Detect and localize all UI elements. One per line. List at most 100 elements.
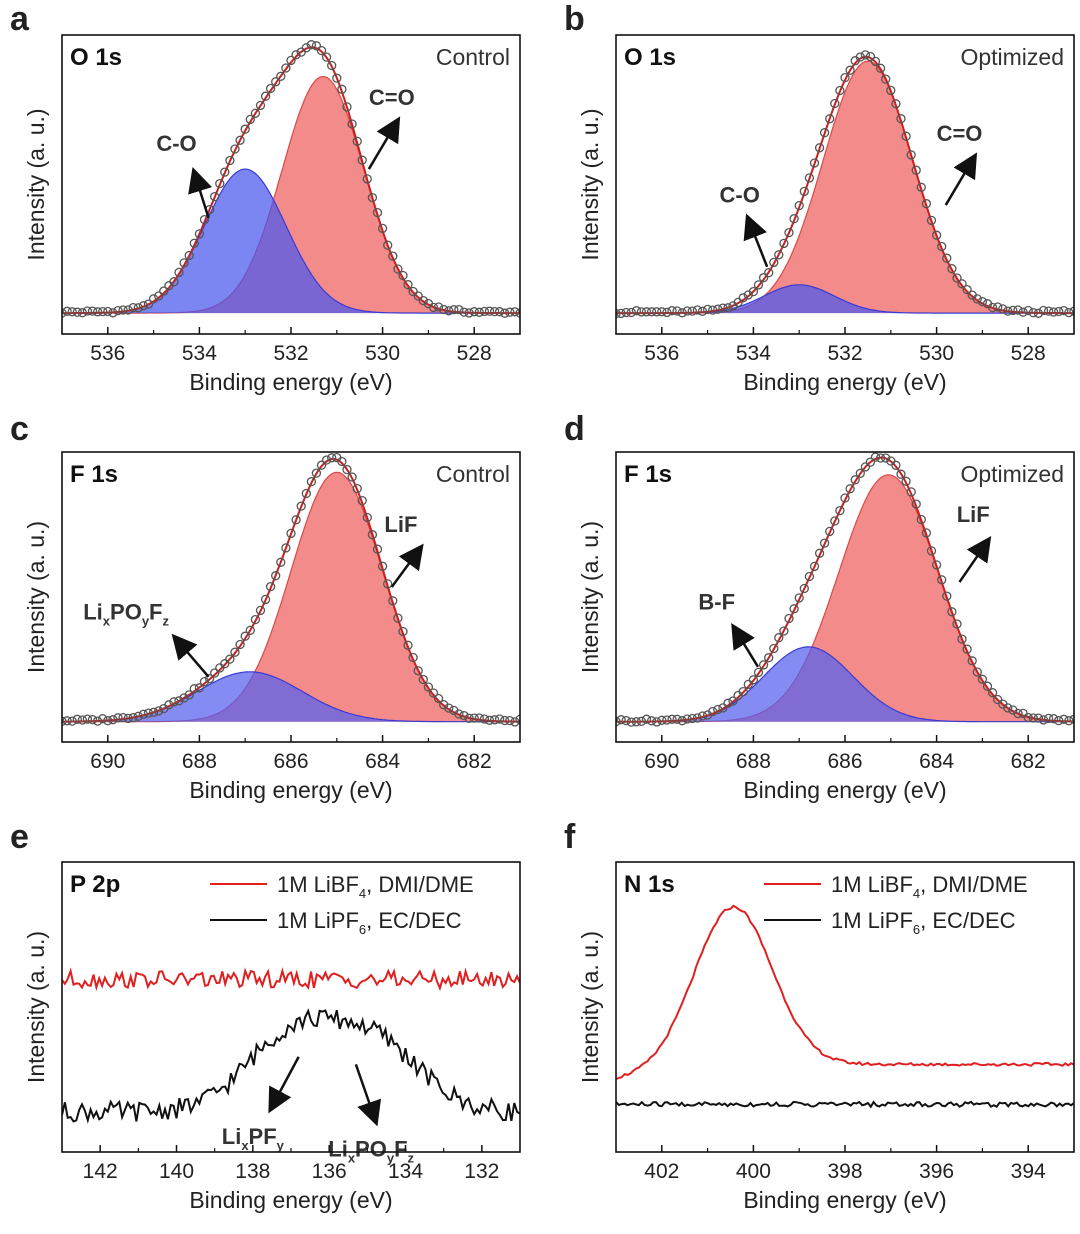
annotation-part: x bbox=[241, 1138, 249, 1153]
data-point bbox=[281, 543, 291, 553]
condition-label: Control bbox=[436, 44, 510, 70]
data-point bbox=[67, 716, 77, 726]
data-point bbox=[388, 251, 398, 261]
data-point bbox=[626, 717, 636, 727]
data-point bbox=[911, 165, 921, 175]
annotation-part: Li bbox=[222, 1124, 242, 1149]
data-point bbox=[657, 307, 667, 317]
condition-label: Control bbox=[436, 461, 510, 487]
data-point bbox=[82, 306, 93, 316]
data-point bbox=[148, 707, 159, 717]
data-point bbox=[332, 73, 342, 83]
data-point bbox=[484, 306, 495, 316]
data-point bbox=[794, 593, 804, 603]
data-point bbox=[1028, 713, 1038, 723]
data-point bbox=[646, 307, 657, 317]
data-point bbox=[1054, 306, 1064, 317]
data-point bbox=[631, 306, 642, 316]
data-point bbox=[886, 85, 896, 96]
data-point bbox=[306, 477, 317, 487]
annotation-arrow bbox=[268, 1056, 300, 1114]
data-point bbox=[621, 715, 631, 726]
data-point bbox=[987, 688, 998, 698]
data-point bbox=[748, 675, 759, 685]
data-point bbox=[657, 715, 667, 725]
annotation-label: B-F bbox=[698, 589, 735, 614]
data-point bbox=[921, 528, 932, 538]
x-tick-label: 690 bbox=[644, 750, 679, 773]
y-axis-label: Intensity (a. u.) bbox=[23, 521, 49, 673]
data-point bbox=[809, 158, 820, 168]
x-tick-label: 532 bbox=[273, 342, 308, 365]
data-point bbox=[652, 717, 662, 727]
data-point bbox=[169, 697, 179, 707]
data-point bbox=[987, 302, 998, 313]
data-point bbox=[687, 306, 697, 316]
data-point bbox=[733, 297, 743, 308]
data-point bbox=[789, 604, 799, 614]
data-point bbox=[154, 706, 164, 716]
data-point bbox=[194, 683, 205, 693]
x-tick-label: 686 bbox=[273, 750, 308, 773]
data-point bbox=[937, 241, 947, 252]
data-point bbox=[230, 647, 240, 657]
data-point bbox=[636, 307, 647, 317]
panel-a: C-O C=O 536 534 532 530 528 Binding energy (eV)… bbox=[10, 0, 521, 395]
data-point bbox=[393, 613, 403, 623]
data-point bbox=[413, 666, 423, 676]
data-point bbox=[169, 277, 179, 287]
data-point bbox=[108, 715, 118, 725]
data-point bbox=[113, 713, 123, 723]
data-point bbox=[1023, 712, 1033, 723]
data-point bbox=[179, 258, 189, 268]
data-point bbox=[398, 270, 408, 281]
y-axis-label: Intensity (a. u.) bbox=[577, 931, 603, 1083]
annotation-label: LiF bbox=[957, 502, 990, 527]
data-point bbox=[245, 114, 255, 125]
data-point bbox=[372, 207, 383, 218]
data-point bbox=[291, 515, 301, 525]
data-point bbox=[1043, 713, 1054, 724]
data-point bbox=[474, 713, 484, 723]
data-point bbox=[748, 286, 759, 297]
core-level-label: N 1s bbox=[624, 871, 675, 898]
x-tick-label: 536 bbox=[90, 342, 125, 365]
x-tick-label: 138 bbox=[235, 1160, 270, 1183]
x-tick-label: 528 bbox=[1011, 342, 1046, 365]
data-point bbox=[1038, 305, 1049, 316]
annotation-arrow bbox=[390, 543, 424, 588]
data-point bbox=[1033, 713, 1044, 723]
data-point bbox=[403, 640, 413, 650]
data-point bbox=[108, 308, 118, 318]
fit-envelope bbox=[62, 46, 520, 315]
data-point bbox=[220, 659, 230, 669]
annotation-label: C=O bbox=[937, 121, 983, 146]
data-point bbox=[337, 84, 347, 94]
data-point bbox=[367, 192, 378, 203]
y-axis-label: Intensity (a. u.) bbox=[577, 521, 603, 673]
axes-frame bbox=[615, 861, 1075, 1153]
data-point bbox=[764, 653, 774, 663]
condition-label: Optimized bbox=[960, 44, 1064, 70]
legend-label: 1M LiBF4, DMI/DME bbox=[277, 872, 474, 901]
data-point bbox=[62, 716, 67, 726]
data-point bbox=[819, 538, 830, 548]
legend-part: 1M LiPF bbox=[277, 908, 359, 933]
data-point bbox=[515, 308, 520, 318]
data-point bbox=[372, 544, 383, 554]
data-point bbox=[276, 557, 286, 567]
data-point bbox=[962, 284, 972, 295]
data-point bbox=[921, 199, 932, 209]
data-point bbox=[291, 50, 301, 60]
annotation-arrow bbox=[367, 116, 401, 170]
data-point bbox=[271, 77, 281, 87]
data-point bbox=[383, 579, 393, 589]
legend-label: 1M LiBF4, DMI/DME bbox=[831, 872, 1028, 901]
core-level-label: O 1s bbox=[624, 44, 676, 71]
data-point bbox=[1059, 714, 1069, 724]
data-point bbox=[428, 688, 439, 698]
data-point bbox=[641, 714, 652, 724]
data-point bbox=[306, 40, 317, 50]
data-point bbox=[204, 673, 215, 684]
